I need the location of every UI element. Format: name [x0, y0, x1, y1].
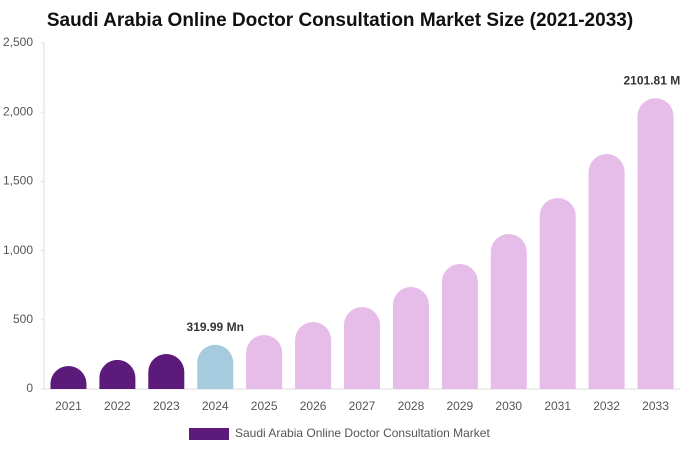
x-tick-label: 2026 [300, 399, 327, 413]
y-tick-label: 0 [26, 381, 33, 395]
legend-label: Saudi Arabia Online Doctor Consultation … [235, 426, 490, 440]
y-tick-label: 1,500 [3, 174, 33, 188]
data-label: 2101.81 Mn [624, 73, 680, 87]
x-tick-label: 2031 [544, 399, 571, 413]
chart-title: Saudi Arabia Online Doctor Consultation … [47, 10, 633, 31]
x-tick-label: 2032 [593, 399, 620, 413]
bar [588, 153, 625, 389]
x-tick-label: 2033 [642, 399, 669, 413]
x-tick-label: 2025 [251, 399, 278, 413]
bar [539, 198, 576, 389]
bar [148, 353, 185, 389]
y-tick-label: 2,500 [3, 35, 33, 49]
bar [344, 307, 380, 389]
bar [392, 286, 429, 389]
bar [246, 335, 283, 389]
bar [197, 344, 234, 389]
y-tick-label: 500 [13, 312, 33, 326]
bar [295, 322, 332, 389]
x-tick-label: 2023 [153, 399, 180, 413]
y-tick-label: 1,000 [3, 243, 33, 257]
x-tick-label: 2022 [104, 399, 131, 413]
legend-swatch [189, 428, 229, 440]
data-label: 319.99 Mn [187, 320, 244, 334]
y-tick-label: 2,000 [3, 104, 33, 118]
bar [50, 366, 87, 389]
bar [490, 233, 527, 389]
bar [441, 264, 478, 389]
x-tick-label: 2030 [495, 399, 522, 413]
x-tick-label: 2028 [398, 399, 425, 413]
bar [99, 359, 136, 389]
x-tick-label: 2027 [349, 399, 376, 413]
x-tick-label: 2021 [55, 399, 82, 413]
x-tick-label: 2029 [446, 399, 473, 413]
bar [637, 98, 674, 389]
x-tick-label: 2024 [202, 399, 229, 413]
